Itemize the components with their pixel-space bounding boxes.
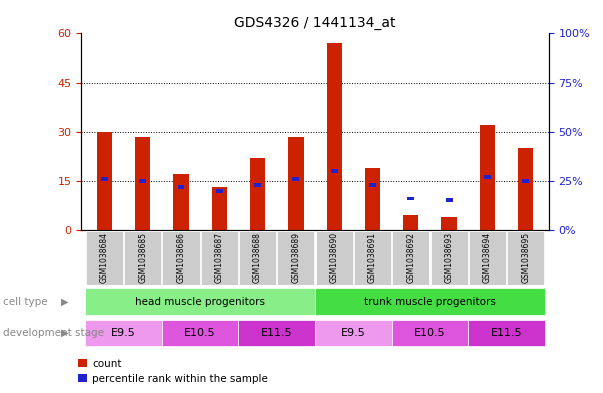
Bar (101, 177, 108, 181)
Bar (135, 136, 150, 230)
Bar (369, 183, 376, 187)
Bar (446, 198, 453, 202)
Bar (85, 320, 162, 346)
Bar (522, 179, 529, 183)
Text: GSM1038685: GSM1038685 (138, 232, 147, 283)
Bar (469, 231, 506, 285)
Bar (216, 189, 223, 193)
Text: E10.5: E10.5 (185, 328, 216, 338)
Bar (239, 231, 276, 285)
Text: E10.5: E10.5 (414, 328, 446, 338)
Text: trunk muscle progenitors: trunk muscle progenitors (364, 297, 496, 307)
Bar (315, 320, 392, 346)
Bar (393, 231, 429, 285)
Text: GSM1038691: GSM1038691 (368, 232, 377, 283)
Bar (315, 231, 353, 285)
Bar (139, 179, 146, 183)
Bar (469, 320, 545, 346)
Bar (354, 231, 391, 285)
Text: E9.5: E9.5 (111, 328, 136, 338)
Bar (480, 125, 495, 230)
Bar (518, 148, 534, 230)
Text: E11.5: E11.5 (261, 328, 292, 338)
Bar (431, 231, 468, 285)
Text: GSM1038686: GSM1038686 (177, 232, 186, 283)
Bar (327, 43, 342, 230)
Bar (484, 175, 491, 179)
Text: GSM1038692: GSM1038692 (406, 232, 415, 283)
Text: GSM1038684: GSM1038684 (100, 232, 109, 283)
Bar (212, 187, 227, 230)
Text: development stage: development stage (3, 328, 104, 338)
Bar (315, 288, 545, 315)
Text: E9.5: E9.5 (341, 328, 366, 338)
Text: GSM1038689: GSM1038689 (291, 232, 300, 283)
Bar (96, 132, 112, 230)
Bar (408, 196, 414, 200)
Bar (201, 231, 238, 285)
Bar (292, 177, 299, 181)
Title: GDS4326 / 1441134_at: GDS4326 / 1441134_at (235, 16, 396, 29)
Bar (441, 217, 457, 230)
Bar (85, 288, 315, 315)
Text: GSM1038694: GSM1038694 (483, 232, 492, 283)
Bar (288, 136, 303, 230)
Bar (331, 169, 338, 173)
Text: GSM1038690: GSM1038690 (330, 232, 339, 283)
Text: ▶: ▶ (62, 328, 69, 338)
Bar (403, 215, 418, 230)
Bar (238, 320, 315, 346)
Text: GSM1038687: GSM1038687 (215, 232, 224, 283)
Bar (177, 185, 185, 189)
Bar (507, 231, 545, 285)
Bar (254, 183, 261, 187)
Bar (173, 174, 189, 230)
Bar (392, 320, 469, 346)
Bar (277, 231, 315, 285)
Bar (365, 168, 380, 230)
Text: GSM1038693: GSM1038693 (444, 232, 453, 283)
Bar (162, 320, 238, 346)
Bar (86, 231, 123, 285)
Text: GSM1038695: GSM1038695 (521, 232, 530, 283)
Bar (250, 158, 265, 230)
Text: ▶: ▶ (62, 297, 69, 307)
Text: GSM1038688: GSM1038688 (253, 232, 262, 283)
Bar (124, 231, 161, 285)
Text: E11.5: E11.5 (491, 328, 522, 338)
Text: cell type: cell type (3, 297, 48, 307)
Bar (162, 231, 200, 285)
Legend: count, percentile rank within the sample: count, percentile rank within the sample (78, 359, 268, 384)
Text: head muscle progenitors: head muscle progenitors (135, 297, 265, 307)
